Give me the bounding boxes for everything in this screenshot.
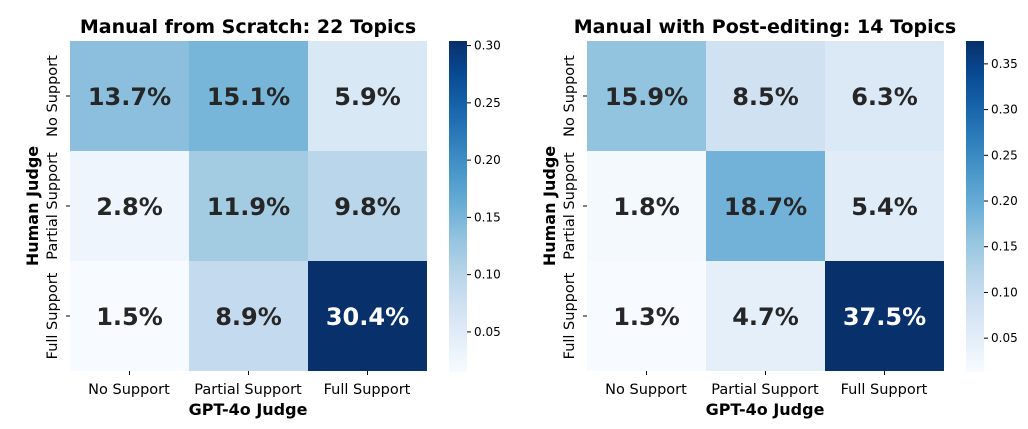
y-axis-label: Human Judge bbox=[23, 146, 42, 266]
x-tick-label: No Support bbox=[88, 382, 170, 398]
y-tick-label: Partial Support bbox=[562, 152, 578, 260]
cell-value-label: 8.9% bbox=[215, 303, 282, 331]
colorbar-tick-label: 0.15 bbox=[991, 240, 1018, 254]
cell-value-label: 15.1% bbox=[207, 83, 290, 111]
heatmap-cell bbox=[587, 151, 706, 261]
colorbar-ticks: 0.05 0.10 0.15 0.20 0.25 0.30 0.35 bbox=[984, 57, 1018, 345]
heatmap-panel-scratch: Manual from Scratch: 22 Topics 13.7% 15.1… bbox=[23, 16, 501, 419]
heatmap-cell bbox=[189, 261, 308, 371]
heatmap-cell bbox=[706, 41, 825, 151]
colorbar bbox=[449, 41, 467, 372]
cell-value-label: 11.9% bbox=[207, 193, 290, 221]
cell-value-label: 2.8% bbox=[96, 193, 163, 221]
colorbar-tick-label: 0.30 bbox=[474, 39, 501, 53]
y-axis-label: Human Judge bbox=[540, 146, 559, 266]
y-tick-label: No Support bbox=[45, 55, 61, 137]
x-tick-labels: No Support Partial Support Full Support bbox=[88, 382, 410, 398]
y-tick-labels: No Support Partial Support Full Support bbox=[562, 55, 578, 360]
heatmap-cell bbox=[308, 41, 427, 151]
x-tick-labels: No Support Partial Support Full Support bbox=[605, 382, 927, 398]
colorbar bbox=[966, 41, 984, 372]
colorbar-tick-label: 0.25 bbox=[474, 96, 501, 110]
axis-ticks bbox=[583, 95, 885, 375]
heatmap-cells: 13.7% 15.1% 5.9% 2.8% 11.9% 9.8% 1.5% 8.9% 30.4% bbox=[70, 41, 427, 371]
cell-value-label: 15.9% bbox=[605, 83, 688, 111]
x-tick-label: Full Support bbox=[841, 382, 928, 398]
cell-value-label: 37.5% bbox=[843, 303, 926, 331]
cell-value-label: 5.4% bbox=[851, 193, 918, 221]
cell-value-label: 9.8% bbox=[334, 193, 401, 221]
cell-value-label: 8.5% bbox=[732, 83, 799, 111]
colorbar-tick-label: 0.05 bbox=[991, 331, 1018, 345]
cell-value-label: 18.7% bbox=[724, 193, 807, 221]
heatmap-cell bbox=[825, 261, 944, 371]
axis-ticks bbox=[66, 95, 368, 375]
chart-title: Manual with Post-editing: 14 Topics bbox=[574, 16, 956, 38]
heatmap-cell bbox=[825, 151, 944, 261]
heatmap-cell bbox=[189, 41, 308, 151]
cell-value-label: 1.8% bbox=[613, 193, 680, 221]
cell-value-label: 4.7% bbox=[732, 303, 799, 331]
heatmap-cells: 15.9% 8.5% 6.3% 1.8% 18.7% 5.4% 1.3% 4.7% 37.5% bbox=[587, 41, 944, 371]
colorbar-tick-label: 0.10 bbox=[474, 268, 501, 282]
cell-value-label: 1.3% bbox=[613, 303, 680, 331]
x-tick-label: Full Support bbox=[324, 382, 411, 398]
colorbar-tick-label: 0.30 bbox=[991, 103, 1018, 117]
heatmap-cell bbox=[825, 41, 944, 151]
heatmap-cell bbox=[587, 41, 706, 151]
y-tick-label: No Support bbox=[562, 55, 578, 137]
heatmap-cell bbox=[587, 261, 706, 371]
y-tick-label: Partial Support bbox=[45, 152, 61, 260]
chart-title: Manual from Scratch: 22 Topics bbox=[80, 16, 416, 38]
heatmap-cell bbox=[308, 261, 427, 371]
colorbar-tick-label: 0.20 bbox=[474, 153, 501, 167]
colorbar-tick-label: 0.25 bbox=[991, 148, 1018, 162]
heatmap-cell bbox=[706, 261, 825, 371]
colorbar-ticks: 0.05 0.10 0.15 0.20 0.25 0.30 bbox=[467, 39, 501, 339]
y-tick-labels: No Support Partial Support Full Support bbox=[45, 55, 61, 360]
cell-value-label: 13.7% bbox=[88, 83, 171, 111]
heatmap-cell bbox=[70, 151, 189, 261]
heatmap-cell bbox=[706, 151, 825, 261]
x-axis-label: GPT-4o Judge bbox=[706, 400, 825, 419]
colorbar-tick-label: 0.20 bbox=[991, 194, 1018, 208]
x-axis-label: GPT-4o Judge bbox=[189, 400, 308, 419]
heatmap-cell bbox=[70, 41, 189, 151]
heatmap-cell bbox=[308, 151, 427, 261]
colorbar-tick-label: 0.35 bbox=[991, 57, 1018, 71]
heatmap-cell bbox=[189, 151, 308, 261]
heatmap-cell bbox=[70, 261, 189, 371]
y-tick-label: Full Support bbox=[562, 272, 578, 359]
colorbar-tick-label: 0.05 bbox=[474, 325, 501, 339]
cell-value-label: 6.3% bbox=[851, 83, 918, 111]
x-tick-label: Partial Support bbox=[194, 382, 302, 398]
cell-value-label: 5.9% bbox=[334, 83, 401, 111]
cell-value-label: 1.5% bbox=[96, 303, 163, 331]
colorbar-tick-label: 0.10 bbox=[991, 285, 1018, 299]
heatmap-panel-post-editing: Manual with Post-editing: 14 Topics 15.9… bbox=[540, 16, 1018, 419]
x-tick-label: Partial Support bbox=[711, 382, 819, 398]
colorbar-tick-label: 0.15 bbox=[474, 210, 501, 224]
x-tick-label: No Support bbox=[605, 382, 687, 398]
cell-value-label: 30.4% bbox=[326, 303, 409, 331]
y-tick-label: Full Support bbox=[45, 272, 61, 359]
